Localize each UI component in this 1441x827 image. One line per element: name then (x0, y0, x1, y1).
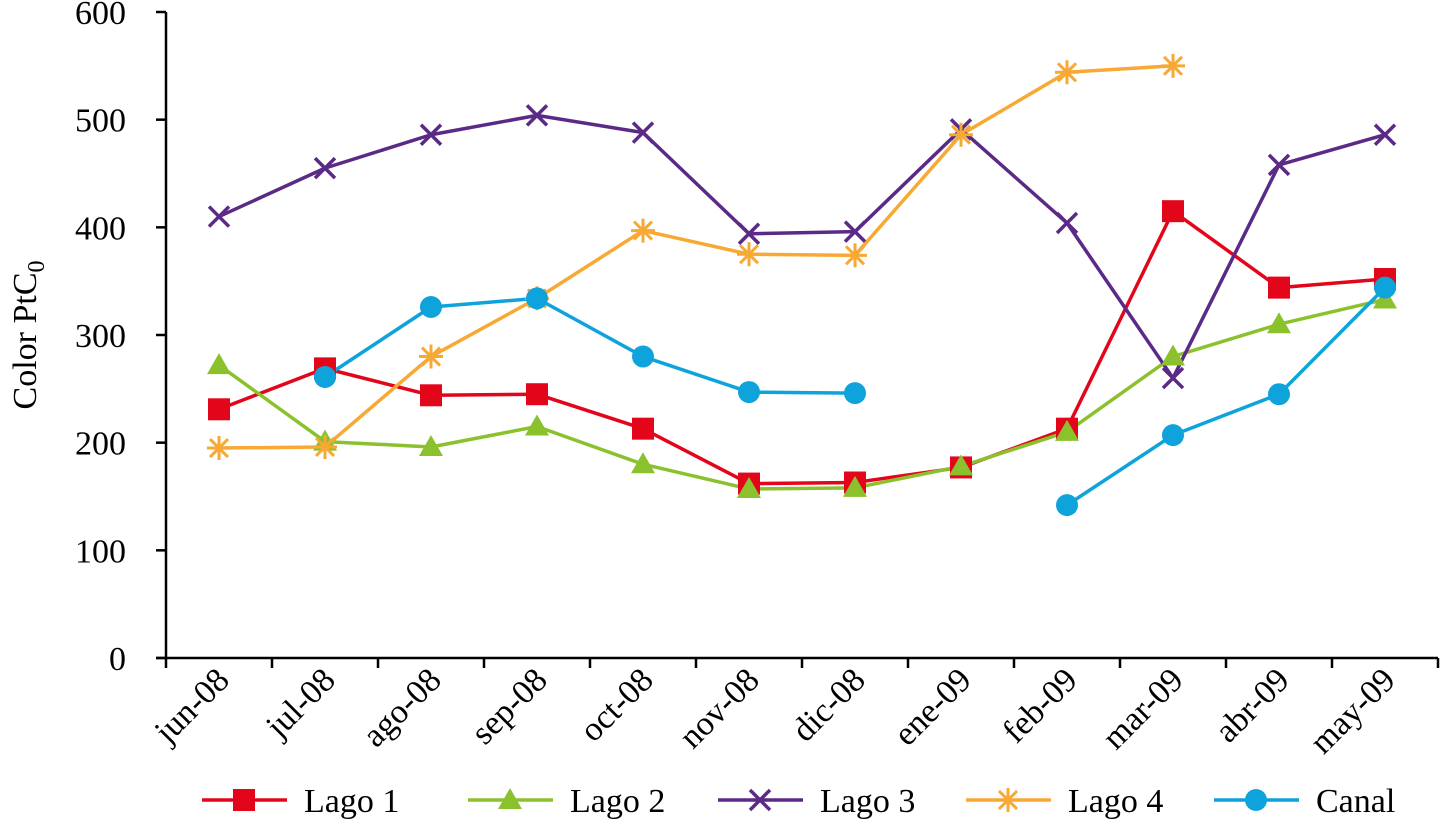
point-lago-3-mar-09 (1161, 366, 1185, 390)
legend-label-lago-4: Lago 4 (1068, 783, 1163, 820)
x-tick-label-abr-09: abr-09 (1208, 661, 1296, 749)
y-tick-label-400: 400 (75, 210, 126, 247)
x-tick-label-ene-09: ene-09 (887, 661, 979, 753)
point-canal-sep-08 (526, 287, 548, 310)
legend: Lago 1 Lago 2 Lago 3 Lago 4 Canal (202, 783, 1395, 820)
y-tick-label-100: 100 (75, 533, 126, 570)
y-tick-label-0: 0 (109, 641, 126, 678)
point-lago-3-jun-08 (207, 205, 231, 228)
point-lago-1-sep-08 (526, 383, 548, 406)
point-lago-2-ene-09 (949, 454, 973, 476)
x-tick-label-nov-08: nov-08 (672, 661, 766, 755)
x-tick-label-feb-09: feb-09 (996, 661, 1085, 750)
y-tick-label-300: 300 (75, 318, 126, 355)
point-lago-4-ene-09 (949, 122, 973, 147)
x-tick-label-ago-08: ago-08 (356, 661, 449, 754)
legend-label-lago-3: Lago 3 (820, 783, 915, 820)
legend-label-canal: Canal (1316, 783, 1395, 820)
series-line-lago-1-0 (218, 209, 1386, 486)
point-lago-3-dic-08 (843, 220, 867, 243)
point-lago-4-oct-08 (631, 218, 655, 243)
y-ticks: 0 100 200 300 400 500 600 (75, 0, 166, 678)
x-tick-label-oct-08: oct-08 (573, 661, 661, 749)
point-lago-1-mar-09 (1162, 200, 1184, 223)
point-lago-2-sep-08 (525, 414, 549, 436)
series-line-canal-1 (1066, 286, 1387, 507)
point-canal-dic-08 (844, 382, 866, 405)
point-lago-1-ago-08 (420, 384, 442, 407)
point-lago-4-jul-08 (313, 434, 337, 459)
series-line-lago-3-0 (218, 113, 1386, 380)
x-ticks: jun-08 jul-08 ago-08 sep-08 oct-08 nov-08 dic-… (147, 658, 1440, 761)
point-lago-4-jun-08 (207, 436, 231, 461)
point-lago-4-dic-08 (843, 243, 867, 268)
point-lago-3-sep-08 (525, 104, 549, 127)
y-axis-label: Color PtC0 (7, 261, 50, 410)
series-line-lago-2-0 (217, 297, 1386, 491)
point-canal-ago-08 (420, 296, 442, 319)
point-lago-4-ago-08 (419, 344, 443, 369)
legend-marker-lago-3 (748, 788, 772, 812)
legend-marker-lago-1 (233, 789, 255, 811)
x-tick-label-may-09: may-09 (1303, 661, 1403, 761)
series-line-lago-4-0 (218, 64, 1174, 450)
point-lago-3-nov-08 (737, 222, 761, 246)
point-lago-3-may-09 (1373, 123, 1397, 146)
x-tick-label-jun-08: jun-08 (147, 661, 237, 751)
point-canal-mar-09 (1162, 424, 1184, 447)
point-canal-abr-09 (1268, 383, 1290, 406)
point-lago-3-feb-09 (1055, 211, 1079, 235)
point-lago-3-jul-08 (313, 156, 337, 180)
y-tick-label-200: 200 (75, 426, 126, 463)
point-lago-4-feb-09 (1055, 60, 1079, 85)
series-markers (207, 53, 1397, 517)
legend-label-lago-2: Lago 2 (570, 783, 665, 820)
point-lago-1-oct-08 (632, 417, 654, 440)
x-tick-label-sep-08: sep-08 (464, 661, 554, 751)
point-lago-3-oct-08 (631, 121, 655, 144)
y-tick-label-600: 600 (75, 0, 126, 32)
point-lago-2-dic-08 (843, 475, 867, 497)
legend-label-lago-1: Lago 1 (304, 783, 399, 820)
point-lago-2-abr-09 (1267, 312, 1291, 334)
point-lago-3-abr-09 (1267, 153, 1291, 177)
legend-marker-lago-4 (996, 788, 1020, 812)
point-lago-4-mar-09 (1161, 53, 1185, 78)
point-lago-2-mar-09 (1161, 344, 1185, 366)
point-lago-1-abr-09 (1268, 276, 1290, 299)
legend-marker-lago-2 (498, 788, 522, 809)
point-canal-jul-08 (314, 365, 336, 388)
point-lago-3-ago-08 (419, 123, 443, 146)
y-axis-title: Color PtC0 (7, 261, 50, 410)
point-lago-2-feb-09 (1055, 419, 1079, 441)
point-lago-2-ago-08 (419, 434, 443, 456)
y-tick-label-500: 500 (75, 103, 126, 140)
point-lago-2-nov-08 (737, 476, 761, 498)
point-lago-4-nov-08 (737, 242, 761, 267)
x-tick-label-dic-08: dic-08 (785, 661, 873, 749)
x-tick-label-jul-08: jul-08 (258, 661, 342, 745)
point-lago-2-oct-08 (631, 452, 655, 474)
point-lago-1-jun-08 (208, 398, 230, 421)
point-canal-oct-08 (632, 345, 654, 368)
point-canal-nov-08 (738, 381, 760, 404)
x-tick-label-mar-09: mar-09 (1096, 661, 1191, 756)
point-lago-2-jun-08 (207, 353, 231, 375)
legend-marker-canal (1245, 789, 1267, 811)
point-canal-may-09 (1374, 276, 1396, 299)
series-lines (217, 64, 1387, 507)
point-canal-feb-09 (1056, 494, 1078, 517)
series-line-canal-0 (324, 296, 856, 395)
